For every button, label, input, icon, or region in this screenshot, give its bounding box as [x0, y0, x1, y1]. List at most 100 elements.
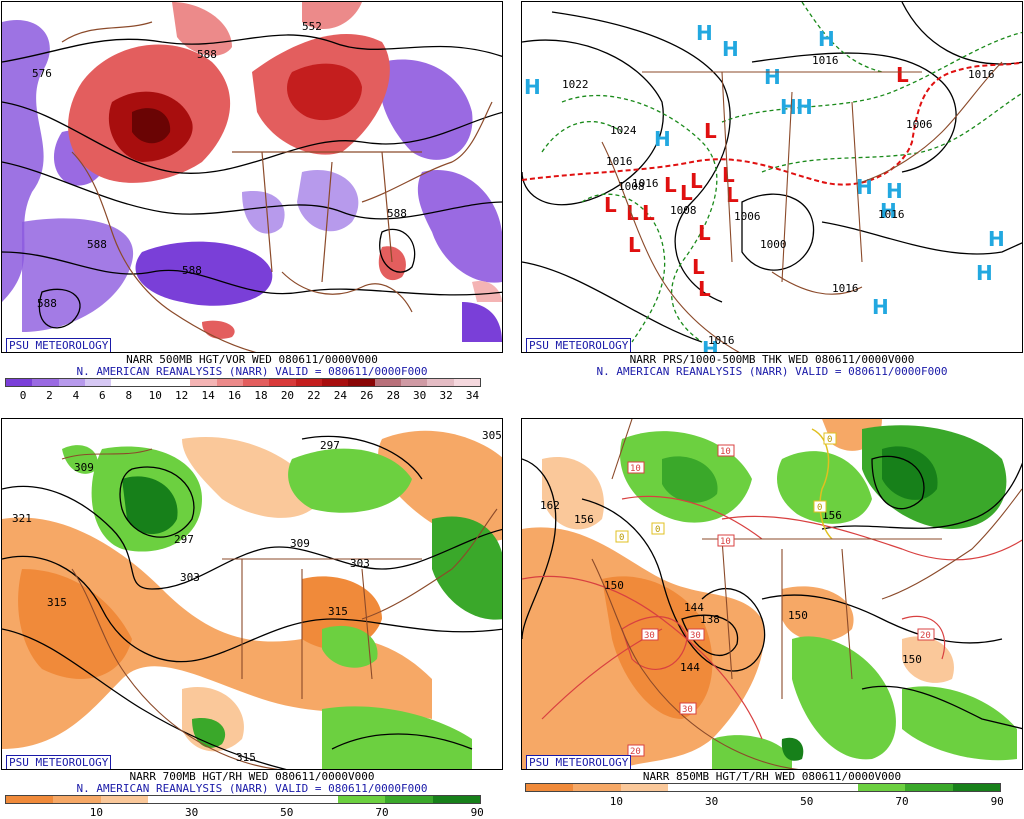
colorbar-tick-label: 6 — [99, 389, 106, 402]
temperature-label-text: 0 — [619, 533, 624, 543]
high-pressure-symbol: H — [696, 21, 713, 45]
colorbar-swatch — [573, 784, 621, 791]
colorbar-tick-label: 50 — [800, 795, 814, 808]
low-pressure-symbol: L — [698, 277, 711, 301]
contour-label: 1016 — [832, 282, 859, 295]
temperature-label: 10 — [627, 461, 645, 474]
temperature-label: 30 — [641, 628, 659, 641]
low-pressure-symbol: L — [704, 119, 717, 143]
colorbar-swatch — [905, 784, 953, 791]
colorbar-swatch — [6, 796, 54, 803]
temperature-label-text: 30 — [682, 705, 693, 715]
psu-meteorology-badge: PSU METEOROLOGY — [6, 755, 112, 769]
colorbar-swatch — [243, 796, 291, 803]
temperature-label-text: 10 — [720, 447, 731, 457]
map-500mb: 552 576 588 588 588 588 588 PSU METEOROL… — [1, 1, 503, 353]
low-pressure-symbol: L — [690, 169, 703, 193]
temperature-label: 0 — [615, 530, 629, 543]
colorbar-tick-label: 70 — [375, 806, 389, 819]
high-pressure-symbol: H — [654, 127, 671, 151]
contour-label: 150 — [788, 609, 808, 622]
contour-label: 1024 — [610, 124, 637, 137]
high-pressure-symbol: H — [796, 95, 813, 119]
colorbar-swatch — [148, 796, 196, 803]
contour-label: 1016 — [968, 68, 995, 81]
contour-label: 1000 — [760, 238, 787, 251]
colorbar-tick-label: 28 — [386, 389, 400, 402]
contour-label: 297 — [174, 533, 194, 546]
panel-caption-title: NARR 500MB HGT/VOR WED 080611/0000V000 — [126, 353, 378, 366]
temperature-label: 10 — [717, 534, 735, 547]
colorbar-swatch — [952, 784, 1001, 791]
contour-labels-700mb: 297 309 321 315 297 303 309 303 315 315 … — [12, 429, 502, 764]
panel-caption-valid: N. AMERICAN REANALYSIS (NARR) VALID = 08… — [76, 782, 428, 795]
high-pressure-symbol: H — [722, 37, 739, 61]
colorbar-tick-label: 32 — [439, 389, 453, 402]
contour-label: 303 — [350, 557, 370, 570]
contour-label: 1016 — [812, 54, 839, 67]
high-pressure-symbol: H — [872, 295, 889, 319]
contour-label: 1016 — [878, 208, 905, 221]
colorbar-tick-label: 8 — [125, 389, 133, 402]
colorbar-swatch — [715, 784, 764, 791]
contour-label: 305 — [482, 429, 502, 442]
high-pressure-symbol: H — [886, 179, 903, 203]
map-700mb: 297 309 321 315 297 303 309 303 315 315 … — [1, 418, 503, 770]
colorbar-tick-label: 10 — [609, 795, 624, 808]
map-500mb-graphic: 552 576 588 588 588 588 588 — [2, 2, 502, 352]
high-pressure-symbol: H — [702, 337, 719, 353]
high-pressure-symbol: H — [764, 65, 781, 89]
colorbar-tick-label: 14 — [201, 389, 215, 402]
contour-label: 588 — [387, 207, 407, 220]
low-pressure-symbol: L — [642, 201, 655, 225]
contour-label: 1022 — [562, 78, 589, 91]
high-pressure-symbol: H — [524, 75, 541, 99]
contour-label: 1008 — [618, 180, 645, 193]
temperature-label: 20 — [917, 628, 935, 641]
panel-caption-title: NARR PRS/1000-500MB THK WED 080611/0000V… — [629, 353, 915, 366]
contour-label: 156 — [574, 513, 594, 526]
temperature-label: 30 — [679, 702, 697, 715]
colorbar-swatch — [857, 784, 906, 791]
colorbar-swatch — [32, 379, 59, 386]
temperature-label: 10 — [717, 444, 735, 457]
contour-label: 315 — [236, 751, 256, 764]
colorbar-tick-label: 10 — [148, 389, 162, 402]
low-pressure-symbol: L — [628, 233, 641, 257]
colorbar-swatch — [190, 379, 217, 386]
panel-caption-title: NARR 700MB HGT/RH WED 080611/0000V000 — [129, 770, 375, 783]
contour-label: 588 — [37, 297, 57, 310]
colorbar-tick-label: 4 — [72, 389, 80, 402]
colorbar-swatch — [242, 379, 270, 386]
low-pressure-symbol: L — [698, 221, 711, 245]
colorbar-swatch — [337, 796, 386, 803]
colorbar-tick-label: 26 — [360, 389, 374, 402]
low-pressure-symbol: L — [692, 255, 705, 279]
colorbar-swatch — [53, 796, 101, 803]
colorbar-swatch — [453, 379, 480, 386]
map-700mb-graphic: 297 309 321 315 297 303 309 303 315 315 … — [2, 429, 502, 769]
contour-label: 315 — [328, 605, 348, 618]
low-pressure-symbol: L — [722, 163, 735, 187]
contour-label: 150 — [902, 653, 922, 666]
high-pressure-symbol: H — [856, 175, 873, 199]
temperature-labels-850mb: 10 10 0 0 0 0 10 30 30 30 20 20 — [615, 432, 935, 757]
panel-caption-title: NARR 850MB HGT/T/RH WED 080611/0000V000 — [642, 770, 902, 783]
high-pressure-symbols: H H H H H H H H H H H H H H H — [524, 21, 1005, 353]
low-pressure-symbol: L — [680, 181, 693, 205]
colorbar-swatch — [427, 379, 454, 386]
contour-label: 156 — [822, 509, 842, 522]
low-pressure-symbol: L — [604, 193, 617, 217]
contour-label: 1016 — [632, 177, 659, 190]
colorbar-swatch — [6, 379, 33, 386]
map-850mb: 162 156 150 150 144 150 156 144 138 10 1… — [521, 418, 1023, 770]
temperature-label-text: 0 — [827, 435, 832, 445]
temperature-label-text: 10 — [630, 464, 641, 474]
panel-500mb-vorticity: 552 576 588 588 588 588 588 PSU METEOROL… — [1, 1, 503, 401]
contour-label: 315 — [47, 596, 67, 609]
colorbar-tick-label: 18 — [254, 389, 268, 402]
colorbar-swatch — [810, 784, 858, 791]
temperature-label: 0 — [813, 500, 827, 513]
colorbar-swatch — [374, 379, 401, 386]
psu-meteorology-badge: PSU METEOROLOGY — [526, 338, 632, 352]
